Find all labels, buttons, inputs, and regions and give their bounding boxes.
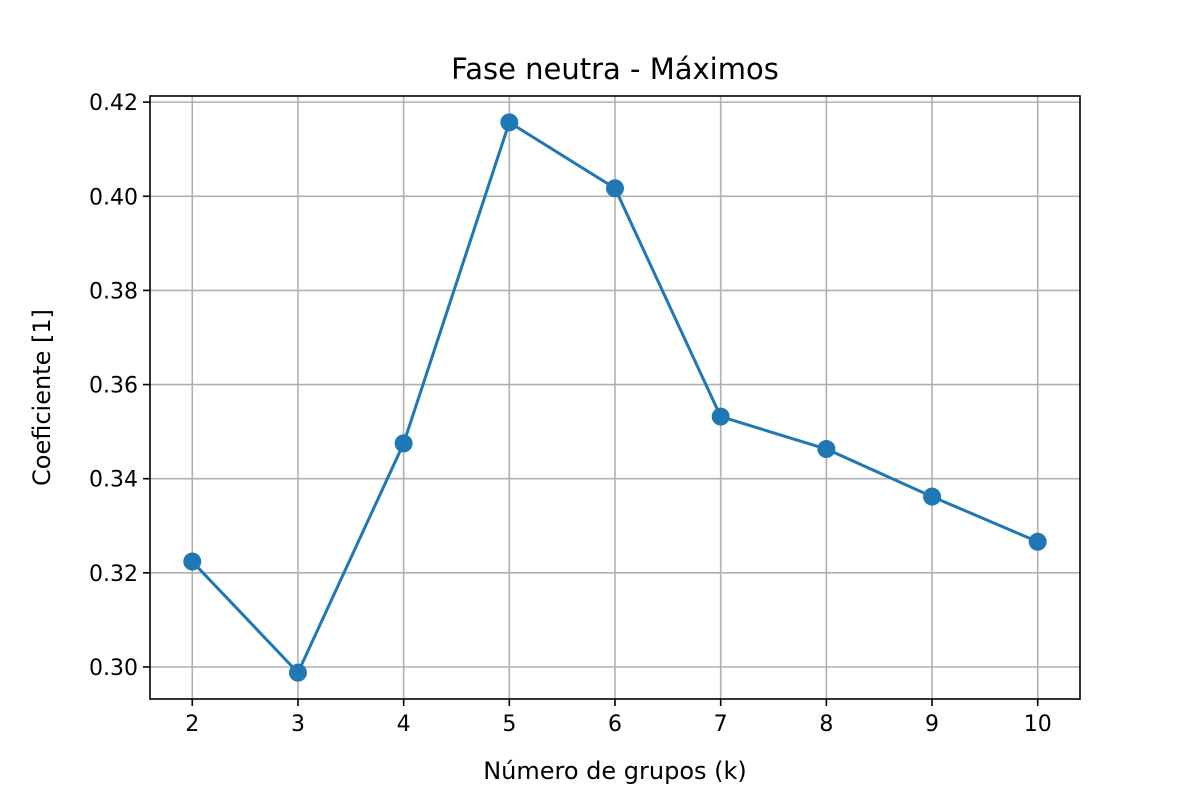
data-point bbox=[923, 487, 942, 506]
x-tick-label: 9 bbox=[925, 712, 939, 737]
data-point bbox=[817, 440, 836, 459]
data-point bbox=[711, 407, 730, 426]
data-point bbox=[500, 113, 519, 132]
data-point bbox=[183, 552, 202, 571]
y-tick-label: 0.32 bbox=[89, 562, 138, 587]
data-series bbox=[183, 113, 1047, 682]
y-tick-label: 0.36 bbox=[89, 374, 138, 399]
x-tick-label: 2 bbox=[185, 712, 199, 737]
x-tick-label: 10 bbox=[1024, 712, 1052, 737]
x-tick-label: 5 bbox=[502, 712, 516, 737]
x-tick-label: 7 bbox=[714, 712, 728, 737]
y-tick-label: 0.42 bbox=[89, 91, 138, 116]
chart-title: Fase neutra - Máximos bbox=[451, 52, 779, 86]
x-tick-label: 4 bbox=[397, 712, 411, 737]
data-point bbox=[288, 663, 307, 682]
grid bbox=[150, 96, 1080, 699]
x-tick-label: 6 bbox=[608, 712, 622, 737]
axis-ticks: 2 3 4 5 6 7 8 9 10 0.30 0.32 0.34 0.36 0.38 0.40 0.42 bbox=[89, 91, 1052, 737]
y-tick-label: 0.38 bbox=[89, 279, 138, 304]
y-axis-label: Coeficiente [1] bbox=[28, 309, 56, 486]
data-point bbox=[606, 179, 624, 198]
y-tick-label: 0.30 bbox=[89, 656, 138, 681]
x-axis-label: Número de grupos (k) bbox=[483, 757, 747, 785]
x-tick-label: 8 bbox=[819, 712, 833, 737]
x-tick-label: 3 bbox=[291, 712, 305, 737]
data-point bbox=[394, 434, 413, 453]
plot-frame bbox=[149, 95, 1081, 700]
data-point bbox=[1028, 532, 1047, 551]
y-tick-label: 0.34 bbox=[89, 468, 138, 493]
y-tick-label: 0.40 bbox=[89, 185, 138, 210]
